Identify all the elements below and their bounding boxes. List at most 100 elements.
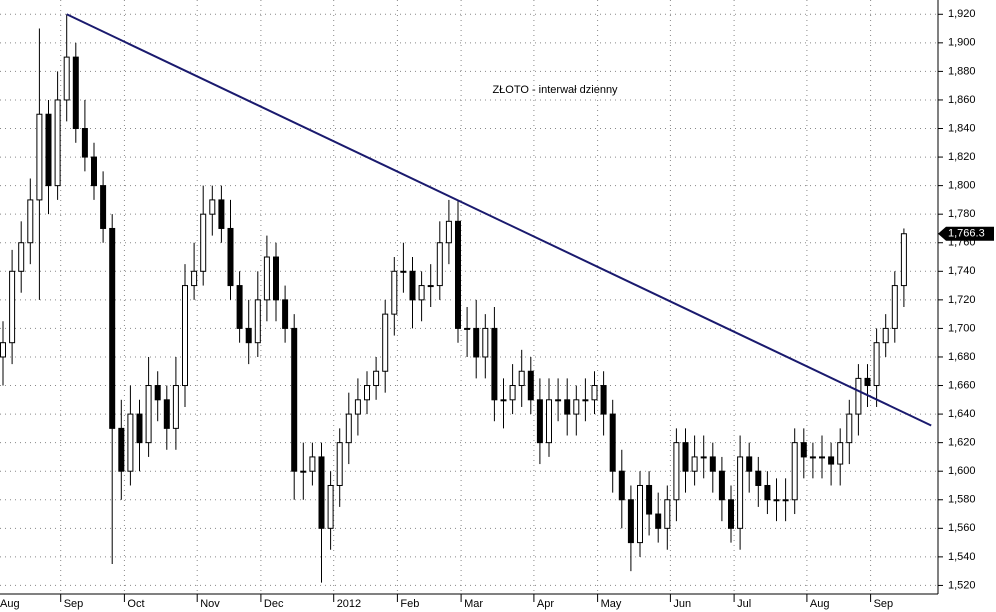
candle-body: [582, 399, 589, 402]
candle-body: [427, 285, 434, 288]
candle-body: [36, 113, 43, 201]
y-tick-label: 1,580: [948, 494, 976, 506]
candle-body: [273, 256, 279, 301]
candle-body: [54, 99, 61, 187]
candle-body: [400, 270, 407, 273]
candle-body: [482, 327, 489, 358]
candle-body: [646, 484, 653, 515]
candle-body: [473, 327, 480, 358]
candle-body: [718, 470, 725, 501]
candle-body: [791, 442, 798, 501]
candle-body: [882, 327, 889, 344]
y-tick-label: 1,560: [948, 522, 976, 534]
x-tick-label: Mar: [464, 598, 483, 610]
y-tick-label: 1,920: [948, 8, 976, 20]
candle-body: [709, 456, 716, 472]
candle-body: [764, 484, 771, 501]
candle-body: [63, 56, 70, 101]
y-tick-label: 1,520: [948, 579, 976, 591]
candle-body: [300, 470, 307, 473]
candle-body: [409, 270, 416, 301]
candle-body: [518, 370, 525, 387]
candle-body: [445, 220, 452, 244]
x-tick-label: Aug: [810, 598, 830, 610]
candle-body: [209, 199, 216, 215]
x-tick-label: Sep: [874, 598, 894, 610]
candle-body: [546, 399, 552, 444]
y-tick-label: 1,840: [948, 122, 976, 134]
chart-title: ZŁOTO - interwał dzienny: [492, 84, 618, 96]
candle-body: [900, 233, 907, 287]
y-tick-label: 1,600: [948, 465, 976, 477]
candle-body: [673, 442, 680, 501]
candle-body: [118, 427, 125, 472]
y-tick-label: 1,620: [948, 437, 976, 449]
candle-body: [655, 513, 662, 529]
candle-body: [664, 499, 671, 529]
y-tick-label: 1,780: [948, 208, 976, 220]
candle-body: [382, 313, 389, 372]
y-tick-label: 1,820: [948, 151, 976, 163]
candle-body: [263, 256, 270, 301]
candle-body: [682, 442, 689, 472]
candle-body: [72, 56, 79, 130]
candle-body: [291, 327, 298, 472]
candle-body: [254, 299, 261, 344]
x-tick-label: Aug: [0, 598, 20, 610]
candle-body: [200, 213, 207, 272]
x-tick-label: Oct: [127, 598, 144, 610]
candle-body: [345, 413, 352, 444]
candle-body: [91, 156, 97, 187]
candle-body: [172, 385, 179, 429]
y-tick-label: 1,740: [948, 265, 976, 277]
y-tick-label: 1,900: [948, 37, 976, 49]
candle-body: [354, 399, 361, 415]
candle-body: [755, 470, 762, 486]
y-tick-label: 1,720: [948, 294, 976, 306]
candle-body: [573, 399, 580, 415]
candle-body: [163, 399, 170, 429]
candle-body: [27, 199, 34, 244]
candle-body: [637, 484, 643, 544]
candle-body: [873, 342, 880, 387]
candle-body: [218, 199, 225, 229]
candle-body: [373, 370, 380, 387]
y-tick-label: 1,800: [948, 180, 976, 192]
y-tick-label: 1,860: [948, 94, 976, 106]
candle-body: [9, 270, 16, 344]
trendline: [66, 13, 932, 427]
candle-body: [436, 242, 443, 287]
y-tick-label: 1,700: [948, 322, 976, 334]
candle-body: [746, 456, 753, 472]
candle-body: [773, 499, 780, 502]
candle-body: [318, 456, 325, 529]
candle-body: [536, 399, 543, 444]
candle-body: [864, 377, 871, 387]
candle-body: [828, 456, 835, 465]
y-tick-label: 1,640: [948, 408, 976, 420]
candle-body: [728, 499, 734, 529]
candle-body: [418, 285, 425, 301]
x-tick-label: Nov: [200, 598, 220, 610]
candle-body: [464, 327, 471, 330]
candle-body: [800, 442, 807, 458]
y-tick-label: 1,660: [948, 379, 976, 391]
candle-body: [855, 377, 862, 415]
candle-body: [109, 227, 116, 429]
candle-body: [564, 399, 571, 415]
candle-body: [609, 413, 616, 472]
candle-body: [891, 285, 898, 329]
candle-body: [819, 456, 825, 459]
candle-body: [154, 385, 161, 401]
candle-body: [327, 484, 334, 529]
candle-body: [191, 270, 198, 287]
candle-body: [245, 327, 252, 344]
candle-body: [81, 128, 88, 158]
candle-body: [555, 399, 562, 402]
candle-body: [837, 442, 844, 465]
y-tick-label: 1,540: [948, 551, 976, 563]
candle-body: [527, 370, 534, 401]
candle-body: [127, 413, 134, 472]
